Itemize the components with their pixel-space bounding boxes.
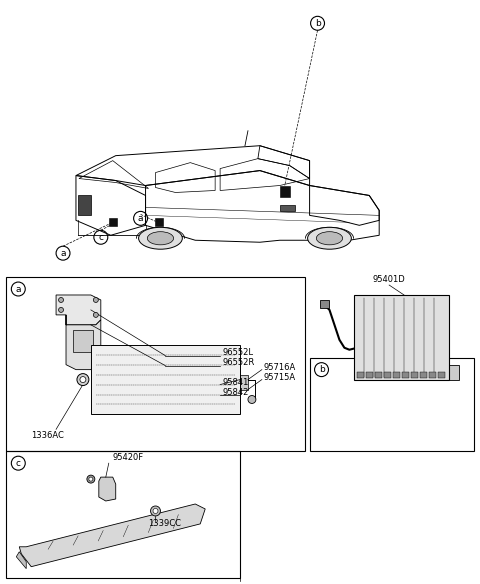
Polygon shape: [19, 504, 205, 566]
Text: 95842: 95842: [222, 388, 249, 397]
Text: 95716A: 95716A: [264, 363, 296, 372]
Bar: [73, 330, 93, 352]
Text: a: a: [15, 284, 21, 294]
Polygon shape: [449, 364, 459, 380]
Bar: [429, 371, 436, 378]
Text: 95715A: 95715A: [264, 373, 296, 382]
Text: 1339CC: 1339CC: [148, 519, 181, 528]
Circle shape: [93, 297, 98, 303]
Bar: [280, 206, 295, 211]
Ellipse shape: [139, 227, 182, 249]
Polygon shape: [66, 315, 101, 370]
Text: 96552R: 96552R: [222, 358, 254, 367]
Text: b: b: [315, 19, 321, 28]
Circle shape: [89, 477, 93, 481]
Text: 1336AC: 1336AC: [31, 432, 64, 440]
Polygon shape: [16, 552, 26, 569]
Bar: [320, 300, 329, 308]
Bar: [156, 218, 164, 227]
Circle shape: [80, 377, 86, 383]
Circle shape: [59, 307, 63, 312]
Polygon shape: [56, 295, 101, 325]
Circle shape: [153, 509, 158, 513]
Circle shape: [77, 374, 89, 385]
Text: a: a: [60, 249, 66, 258]
Circle shape: [59, 297, 63, 303]
Bar: [78, 196, 91, 215]
Ellipse shape: [316, 232, 343, 245]
Text: 95841: 95841: [222, 378, 249, 387]
Bar: [393, 371, 400, 378]
Text: c: c: [98, 233, 103, 242]
Bar: [402, 371, 409, 378]
Circle shape: [248, 395, 256, 404]
Bar: [366, 371, 373, 378]
Bar: [6, 277, 305, 451]
Ellipse shape: [147, 232, 174, 245]
Bar: [384, 371, 391, 378]
Bar: [280, 186, 290, 197]
Bar: [357, 371, 364, 378]
Circle shape: [87, 475, 95, 483]
Bar: [420, 371, 427, 378]
Bar: [411, 371, 418, 378]
Text: c: c: [16, 458, 21, 468]
Bar: [375, 371, 382, 378]
Ellipse shape: [308, 227, 351, 249]
Bar: [354, 295, 449, 380]
Text: a: a: [138, 214, 144, 223]
Text: 96552L: 96552L: [222, 348, 253, 357]
Text: 95401D: 95401D: [373, 275, 406, 284]
Circle shape: [93, 312, 98, 317]
Bar: [310, 357, 474, 451]
Bar: [91, 345, 240, 415]
Polygon shape: [99, 477, 116, 501]
Polygon shape: [240, 374, 248, 390]
Text: b: b: [319, 365, 324, 374]
Circle shape: [151, 506, 160, 516]
Text: 95420F: 95420F: [113, 453, 144, 462]
Bar: [6, 451, 240, 578]
Bar: [109, 218, 117, 227]
Bar: [438, 371, 445, 378]
